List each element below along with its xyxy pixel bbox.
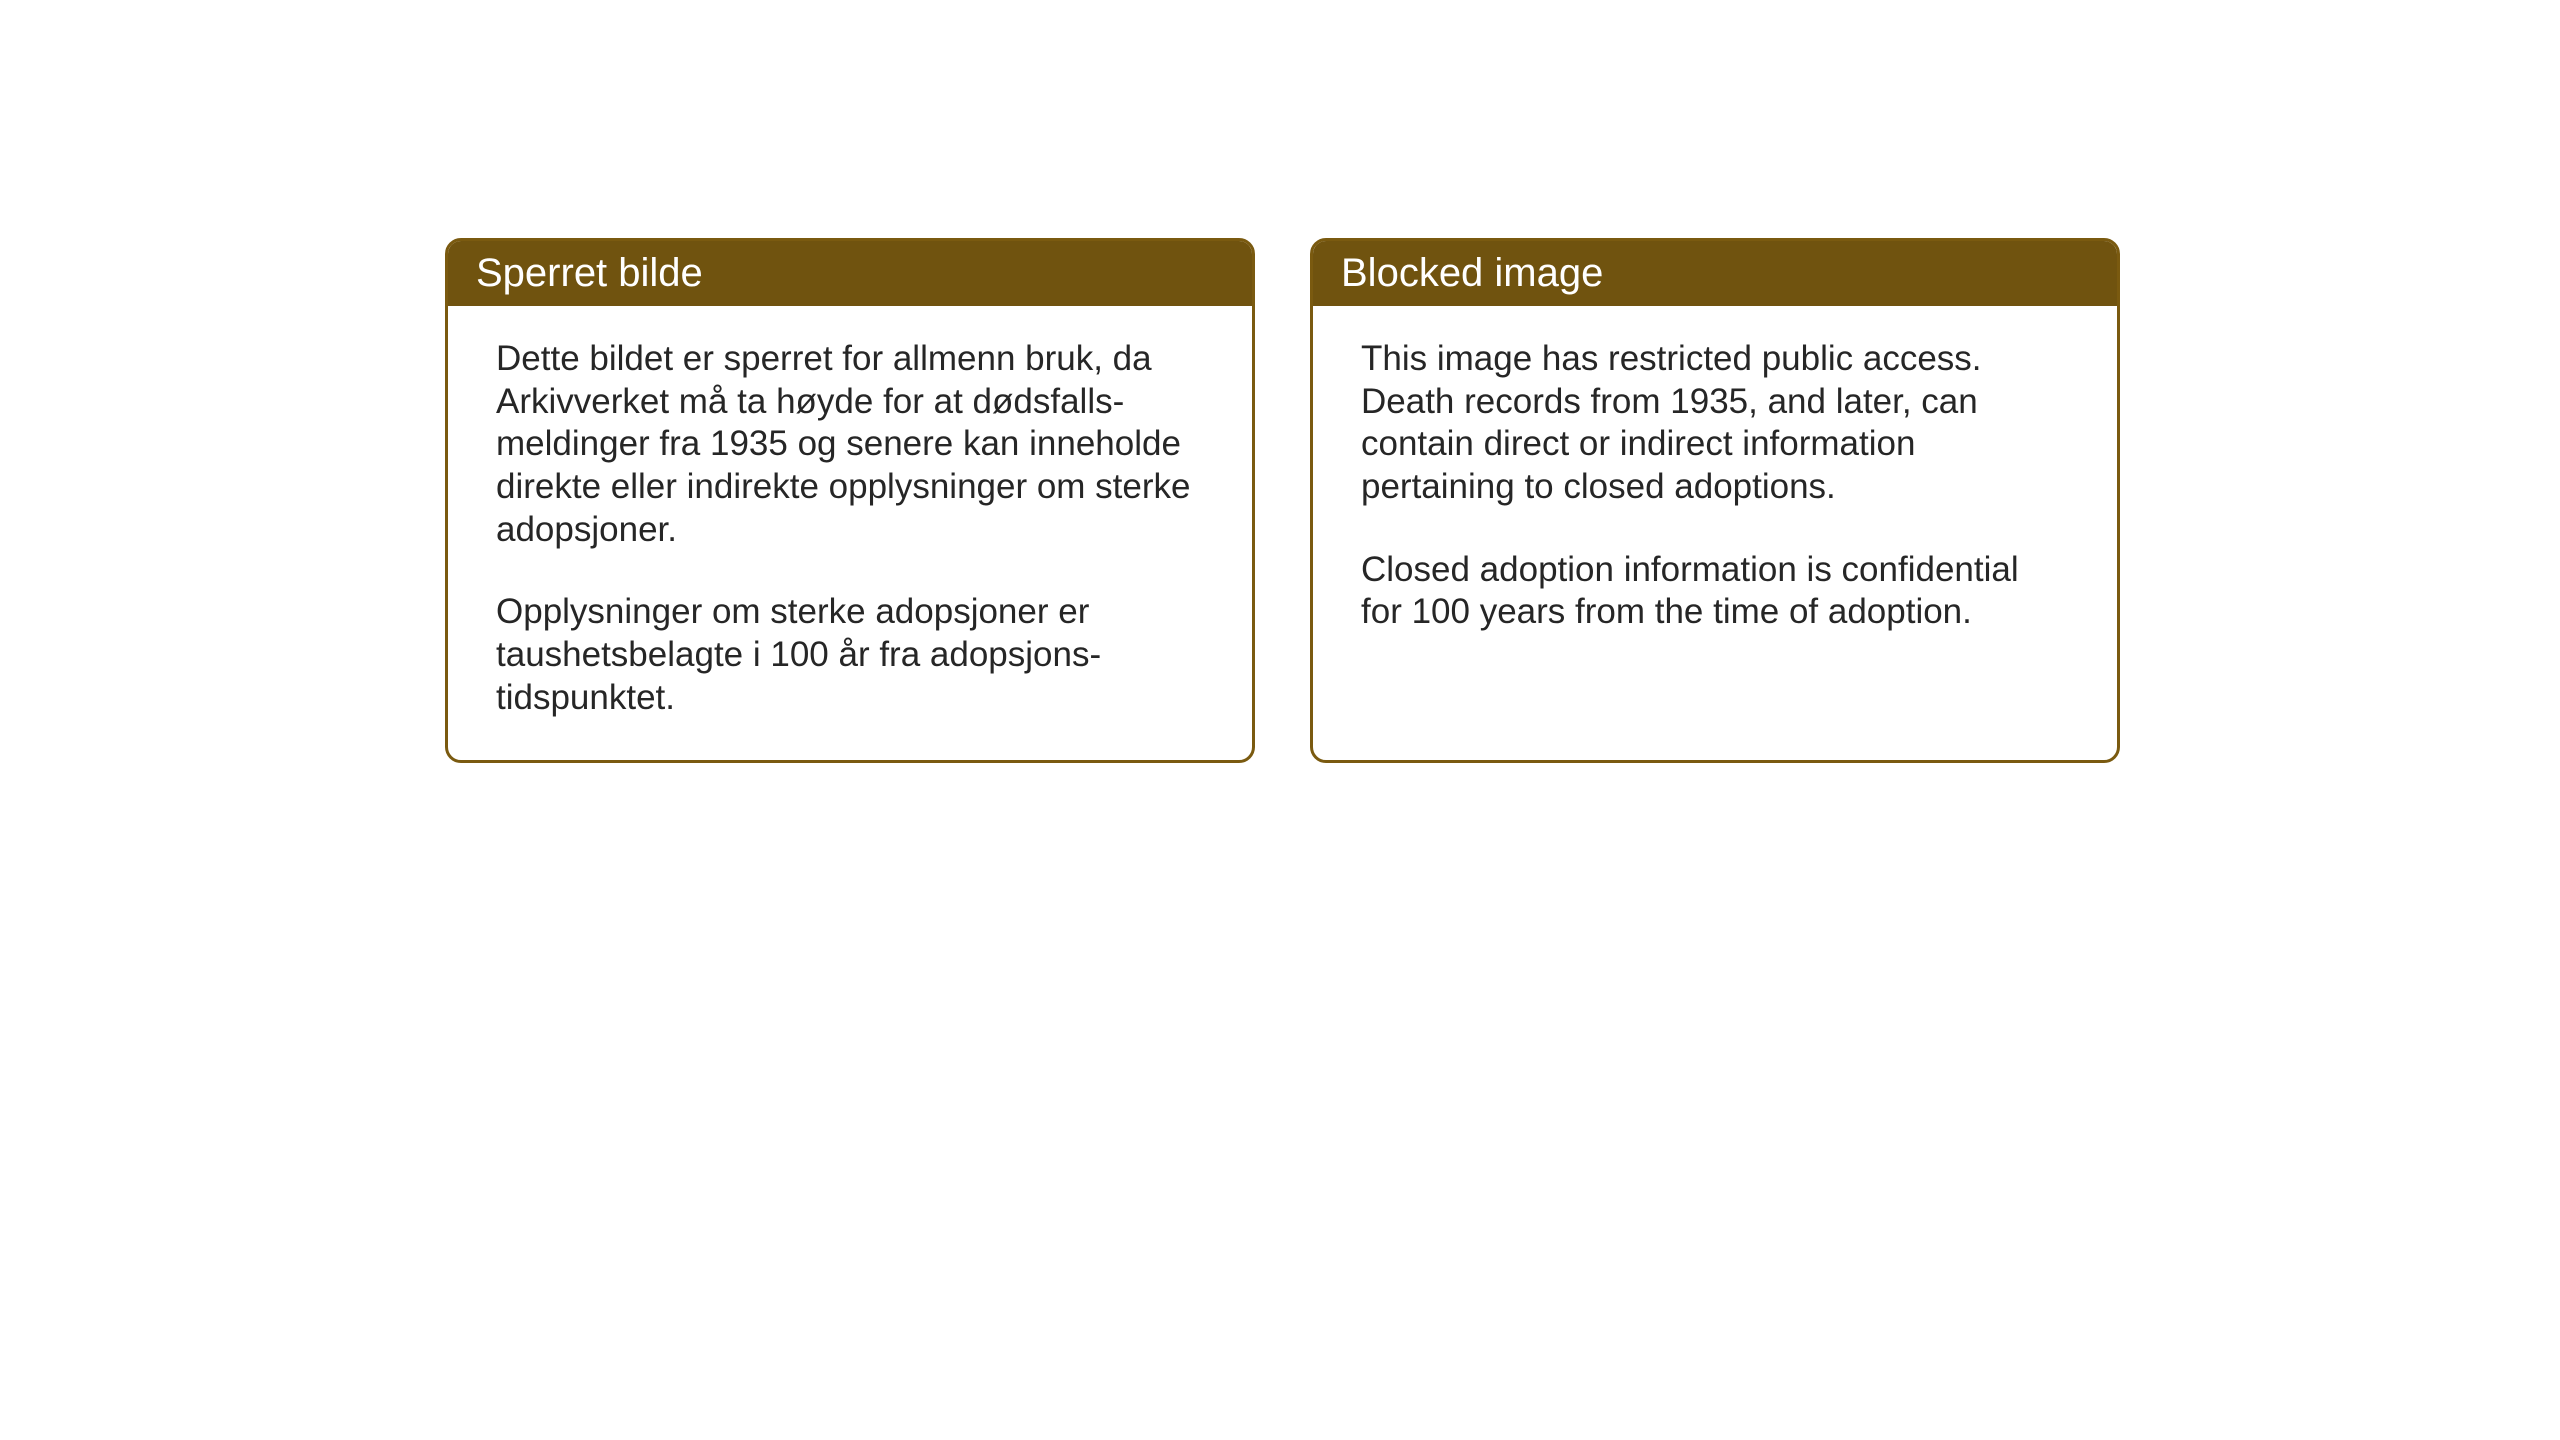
english-notice-card: Blocked image This image has restricted …: [1310, 238, 2120, 763]
english-paragraph-1: This image has restricted public access.…: [1361, 338, 2069, 509]
norwegian-paragraph-1: Dette bildet er sperret for allmenn bruk…: [496, 338, 1204, 551]
norwegian-card-body: Dette bildet er sperret for allmenn bruk…: [448, 306, 1252, 760]
norwegian-notice-card: Sperret bilde Dette bildet er sperret fo…: [445, 238, 1255, 763]
english-card-body: This image has restricted public access.…: [1313, 306, 2117, 674]
english-paragraph-2: Closed adoption information is confident…: [1361, 549, 2069, 634]
norwegian-paragraph-2: Opplysninger om sterke adopsjoner er tau…: [496, 591, 1204, 719]
english-card-title: Blocked image: [1313, 241, 2117, 306]
notice-container: Sperret bilde Dette bildet er sperret fo…: [445, 238, 2120, 763]
norwegian-card-title: Sperret bilde: [448, 241, 1252, 306]
